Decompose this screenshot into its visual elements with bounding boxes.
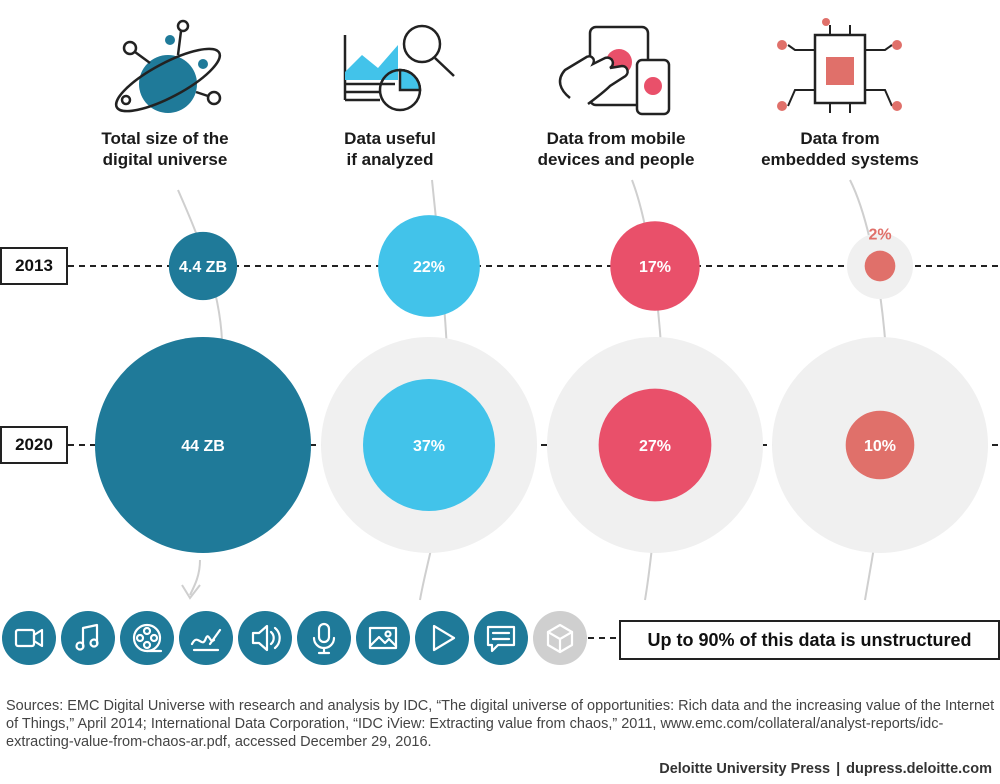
bubble-mobile-2013 (610, 221, 700, 311)
data-label-useful-2013: 22% (413, 259, 445, 276)
bubble-mobile-2020 (598, 388, 712, 502)
play-icon (415, 611, 469, 665)
column-title-embedded: Data from embedded systems (761, 129, 919, 169)
signature-pen-icon (179, 611, 233, 665)
data-label-mobile-2013: 17% (639, 259, 671, 276)
bubble-useful-2020 (363, 379, 495, 511)
year-label-2020: 2020 (0, 426, 68, 464)
bubble-embedded-2013 (864, 250, 896, 282)
cube-icon (533, 611, 587, 665)
infographic-canvas: 4.4 ZB 22% 17% 2% 44 ZB 37% 27% 10% (2, 18, 1000, 665)
chart-marks: 4.4 ZB 22% 17% 2% 44 ZB 37% 27% 10% (95, 215, 988, 553)
universe-icon (114, 19, 222, 113)
publisher-name: Deloitte University Press (659, 761, 831, 777)
video-camera-icon (2, 611, 56, 665)
music-note-icon (61, 611, 115, 665)
column-title-useful: Data useful if analyzed (344, 129, 436, 169)
microphone-icon (297, 611, 351, 665)
mobile-devices-icon (558, 25, 671, 116)
footer: Deloitte University Press | dupress.deloit… (659, 761, 992, 777)
film-reel-icon (120, 611, 174, 665)
bubble-embedded-2020 (845, 410, 915, 480)
embedded-chip-icon (777, 18, 902, 113)
chat-bubble-icon (474, 611, 528, 665)
bubble-universe-2020 (95, 337, 311, 553)
footer-separator: | (836, 761, 841, 777)
unstructured-callout: Up to 90% of this data is unstructured (619, 620, 1000, 660)
speaker-icon (238, 611, 292, 665)
arrow-head-icon (181, 584, 201, 600)
bubble-useful-2013 (378, 215, 480, 317)
column-title-universe: Total size of the digital universe (101, 129, 229, 169)
year-label-2013: 2013 (0, 247, 68, 285)
bubble-universe-2013 (168, 231, 238, 301)
data-label-embedded-2020: 10% (864, 438, 896, 455)
data-label-useful-2020: 37% (413, 438, 445, 455)
data-label-embedded-2013: 2% (868, 227, 891, 244)
column-title-mobile: Data from mobile devices and people (537, 129, 695, 169)
sources-note: Sources: EMC Digital Universe with resea… (6, 698, 995, 750)
analytics-icon (343, 24, 455, 112)
data-label-universe-2013: 4.4 ZB (179, 259, 227, 276)
image-icon (356, 611, 410, 665)
data-label-universe-2020: 44 ZB (181, 438, 225, 455)
data-label-mobile-2020: 27% (639, 438, 671, 455)
site-link[interactable]: dupress.deloitte.com (846, 761, 992, 777)
guide-curve-universe-lower (189, 559, 201, 596)
data-type-icons (2, 611, 587, 665)
